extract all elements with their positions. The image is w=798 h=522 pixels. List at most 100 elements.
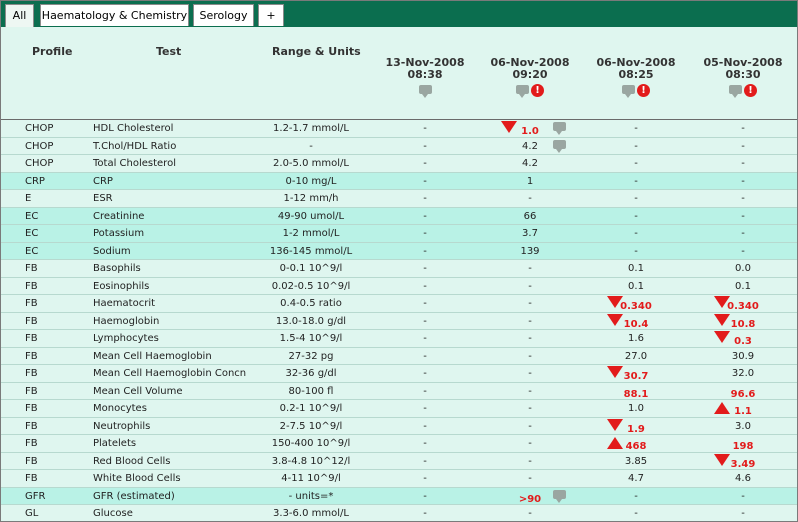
- result-value: 0.1: [628, 280, 644, 292]
- comment-icon[interactable]: [553, 489, 566, 503]
- time-label: 09:20: [512, 68, 548, 81]
- result-value: 32.0: [731, 368, 755, 379]
- low-flag-icon: [501, 121, 517, 133]
- table-row[interactable]: FB Haematocrit 0.4-0.5 ratio - - 0.340 0.340: [1, 295, 797, 313]
- result-value: -: [423, 280, 427, 292]
- table-row[interactable]: FB Neutrophils 2-7.5 10^9/l - - 1.9 3.0: [1, 417, 797, 435]
- table-row[interactable]: GL Glucose 3.3-6.0 mmol/L - - - -: [1, 505, 797, 521]
- tab-bar: All Haematology & Chemistry Serology +: [1, 1, 797, 28]
- table-row[interactable]: FB Mean Cell Volume 80-100 fl - - 88.1 96.6: [1, 382, 797, 400]
- table-row[interactable]: FB Monocytes 0.2-1 10^9/l - - 1.0 1.1: [1, 400, 797, 418]
- date-column-header[interactable]: 05-Nov-2008 08:30!: [698, 57, 788, 98]
- result-value: 0.340: [620, 301, 652, 312]
- test-header[interactable]: Test: [156, 45, 182, 58]
- result-value: 1.6: [628, 333, 644, 344]
- result-value: -: [634, 158, 638, 169]
- test-name-cell: Haematocrit: [93, 298, 156, 309]
- profile-cell: FB: [25, 473, 38, 484]
- date-column-header[interactable]: 06-Nov-2008 08:25!: [591, 57, 681, 98]
- comment-icon[interactable]: [553, 139, 566, 153]
- test-name-cell: HDL Cholesterol: [93, 123, 174, 134]
- range-header[interactable]: Range & Units: [272, 45, 361, 58]
- result-value: -: [423, 333, 427, 344]
- result-value: 3.85: [624, 455, 648, 467]
- table-row[interactable]: CHOP Total Cholesterol 2.0-5.0 mmol/L - 4.2 -…: [1, 155, 797, 173]
- test-name-cell: Neutrophils: [93, 420, 151, 432]
- result-value: 3.7: [522, 228, 538, 239]
- result-value: -: [528, 315, 532, 327]
- result-value: 96.6: [730, 388, 756, 400]
- result-value: -: [741, 508, 745, 519]
- result-value: 4.2: [522, 158, 538, 169]
- range-cell: 150-400 10^9/l: [271, 438, 351, 449]
- alert-icon[interactable]: !: [637, 84, 650, 97]
- table-row[interactable]: FB Red Blood Cells 3.8-4.8 10^12/l - - 3.85 3.…: [1, 452, 797, 470]
- result-value: -: [423, 455, 427, 467]
- table-row[interactable]: CHOP T.Chol/HDL Ratio - - 4.2 - -: [1, 137, 797, 155]
- table-row[interactable]: EC Creatinine 49-90 umol/L - 66 - -: [1, 207, 797, 225]
- comment-icon[interactable]: [729, 85, 742, 98]
- table-row[interactable]: FB Eosinophils 0.02-0.5 10^9/l - - 0.1 0.1: [1, 277, 797, 295]
- time-label: 08:30: [725, 68, 761, 81]
- result-value: -: [528, 333, 532, 344]
- table-row[interactable]: FB Haemoglobin 13.0-18.0 g/dl - - 10.4 10.8: [1, 312, 797, 330]
- table-row[interactable]: CRP CRP 0-10 mg/L - 1 - -: [1, 172, 797, 190]
- comment-icon[interactable]: [516, 85, 529, 98]
- tab-all[interactable]: All: [5, 4, 34, 28]
- result-value: 30.9: [731, 350, 755, 362]
- low-flag-icon: [607, 313, 623, 326]
- test-name-cell: Glucose: [93, 508, 133, 519]
- table-row[interactable]: FB Platelets 150-400 10^9/l - - 468 198: [1, 435, 797, 453]
- result-value: 1: [526, 175, 534, 187]
- test-name-cell: White Blood Cells: [93, 473, 181, 484]
- table-row[interactable]: FB Mean Cell Haemoglobin 27-32 pg - - 27.0 30.…: [1, 347, 797, 365]
- result-value: -: [423, 140, 427, 152]
- result-value: 1.0: [628, 403, 644, 414]
- table-row[interactable]: GFR GFR (estimated) - units=* - >90 - -: [1, 487, 797, 505]
- result-value: -: [634, 245, 638, 257]
- result-value: -: [528, 280, 532, 292]
- result-value: -: [528, 438, 532, 449]
- table-row[interactable]: FB White Blood Cells 4-11 10^9/l - - 4.7 4.6: [1, 470, 797, 488]
- comment-icon[interactable]: [418, 85, 432, 98]
- profile-cell: E: [25, 193, 32, 204]
- table-row[interactable]: CHOP HDL Cholesterol 1.2-1.7 mmol/L - 1.0 - -: [1, 120, 797, 138]
- table-row[interactable]: FB Lymphocytes 1.5-4 10^9/l - - 1.6 0.3: [1, 330, 797, 348]
- profile-cell: FB: [25, 263, 38, 274]
- low-flag-icon: [714, 296, 730, 308]
- table-row[interactable]: EC Potassium 1-2 mmol/L - 3.7 - -: [1, 225, 797, 243]
- table-row[interactable]: EC Sodium 136-145 mmol/L - 139 - -: [1, 242, 797, 260]
- profile-cell: CRP: [25, 175, 45, 187]
- table-row[interactable]: E ESR 1-12 mm/h - - - -: [1, 190, 797, 208]
- range-cell: 0.2-1 10^9/l: [279, 403, 343, 414]
- tab-serology[interactable]: Serology: [193, 4, 254, 26]
- result-value: 0.1: [735, 280, 751, 292]
- profile-header[interactable]: Profile: [32, 45, 73, 58]
- table-header: Profile Test Range & Units 13-Nov-2008 08…: [1, 27, 797, 120]
- range-cell: 136-145 mmol/L: [269, 245, 353, 257]
- range-cell: 0-10 mg/L: [285, 175, 337, 187]
- profile-cell: FB: [25, 385, 38, 397]
- table-row[interactable]: FB Basophils 0-0.1 10^9/l - - 0.1 0.0: [1, 260, 797, 278]
- comment-icon[interactable]: [553, 122, 566, 135]
- range-cell: 4-11 10^9/l: [281, 473, 341, 484]
- high-flag-icon: [714, 402, 730, 414]
- table-row[interactable]: FB Mean Cell Haemoglobin Concn 32-36 g/dl -…: [1, 365, 797, 383]
- alert-icon[interactable]: !: [531, 84, 544, 97]
- range-cell: 13.0-18.0 g/dl: [275, 315, 347, 327]
- test-name-cell: ESR: [93, 193, 113, 204]
- date-column-header[interactable]: 13-Nov-2008 08:38: [380, 57, 470, 98]
- result-value: -: [423, 245, 427, 257]
- comment-icon[interactable]: [622, 85, 635, 98]
- date-label: 13-Nov-2008: [385, 56, 465, 69]
- range-cell: 1.2-1.7 mmol/L: [273, 123, 349, 134]
- add-tab-button[interactable]: +: [258, 4, 284, 26]
- alert-icon[interactable]: !: [744, 84, 757, 97]
- profile-cell: EC: [25, 245, 39, 257]
- test-name-cell: CRP: [93, 175, 113, 187]
- date-column-header[interactable]: 06-Nov-2008 09:20!: [485, 57, 575, 98]
- test-name-cell: Mean Cell Haemoglobin Concn: [93, 368, 247, 379]
- result-value: 4.7: [628, 473, 644, 484]
- result-value: -: [741, 175, 745, 187]
- tab-haematology-chemistry[interactable]: Haematology & Chemistry: [40, 4, 189, 26]
